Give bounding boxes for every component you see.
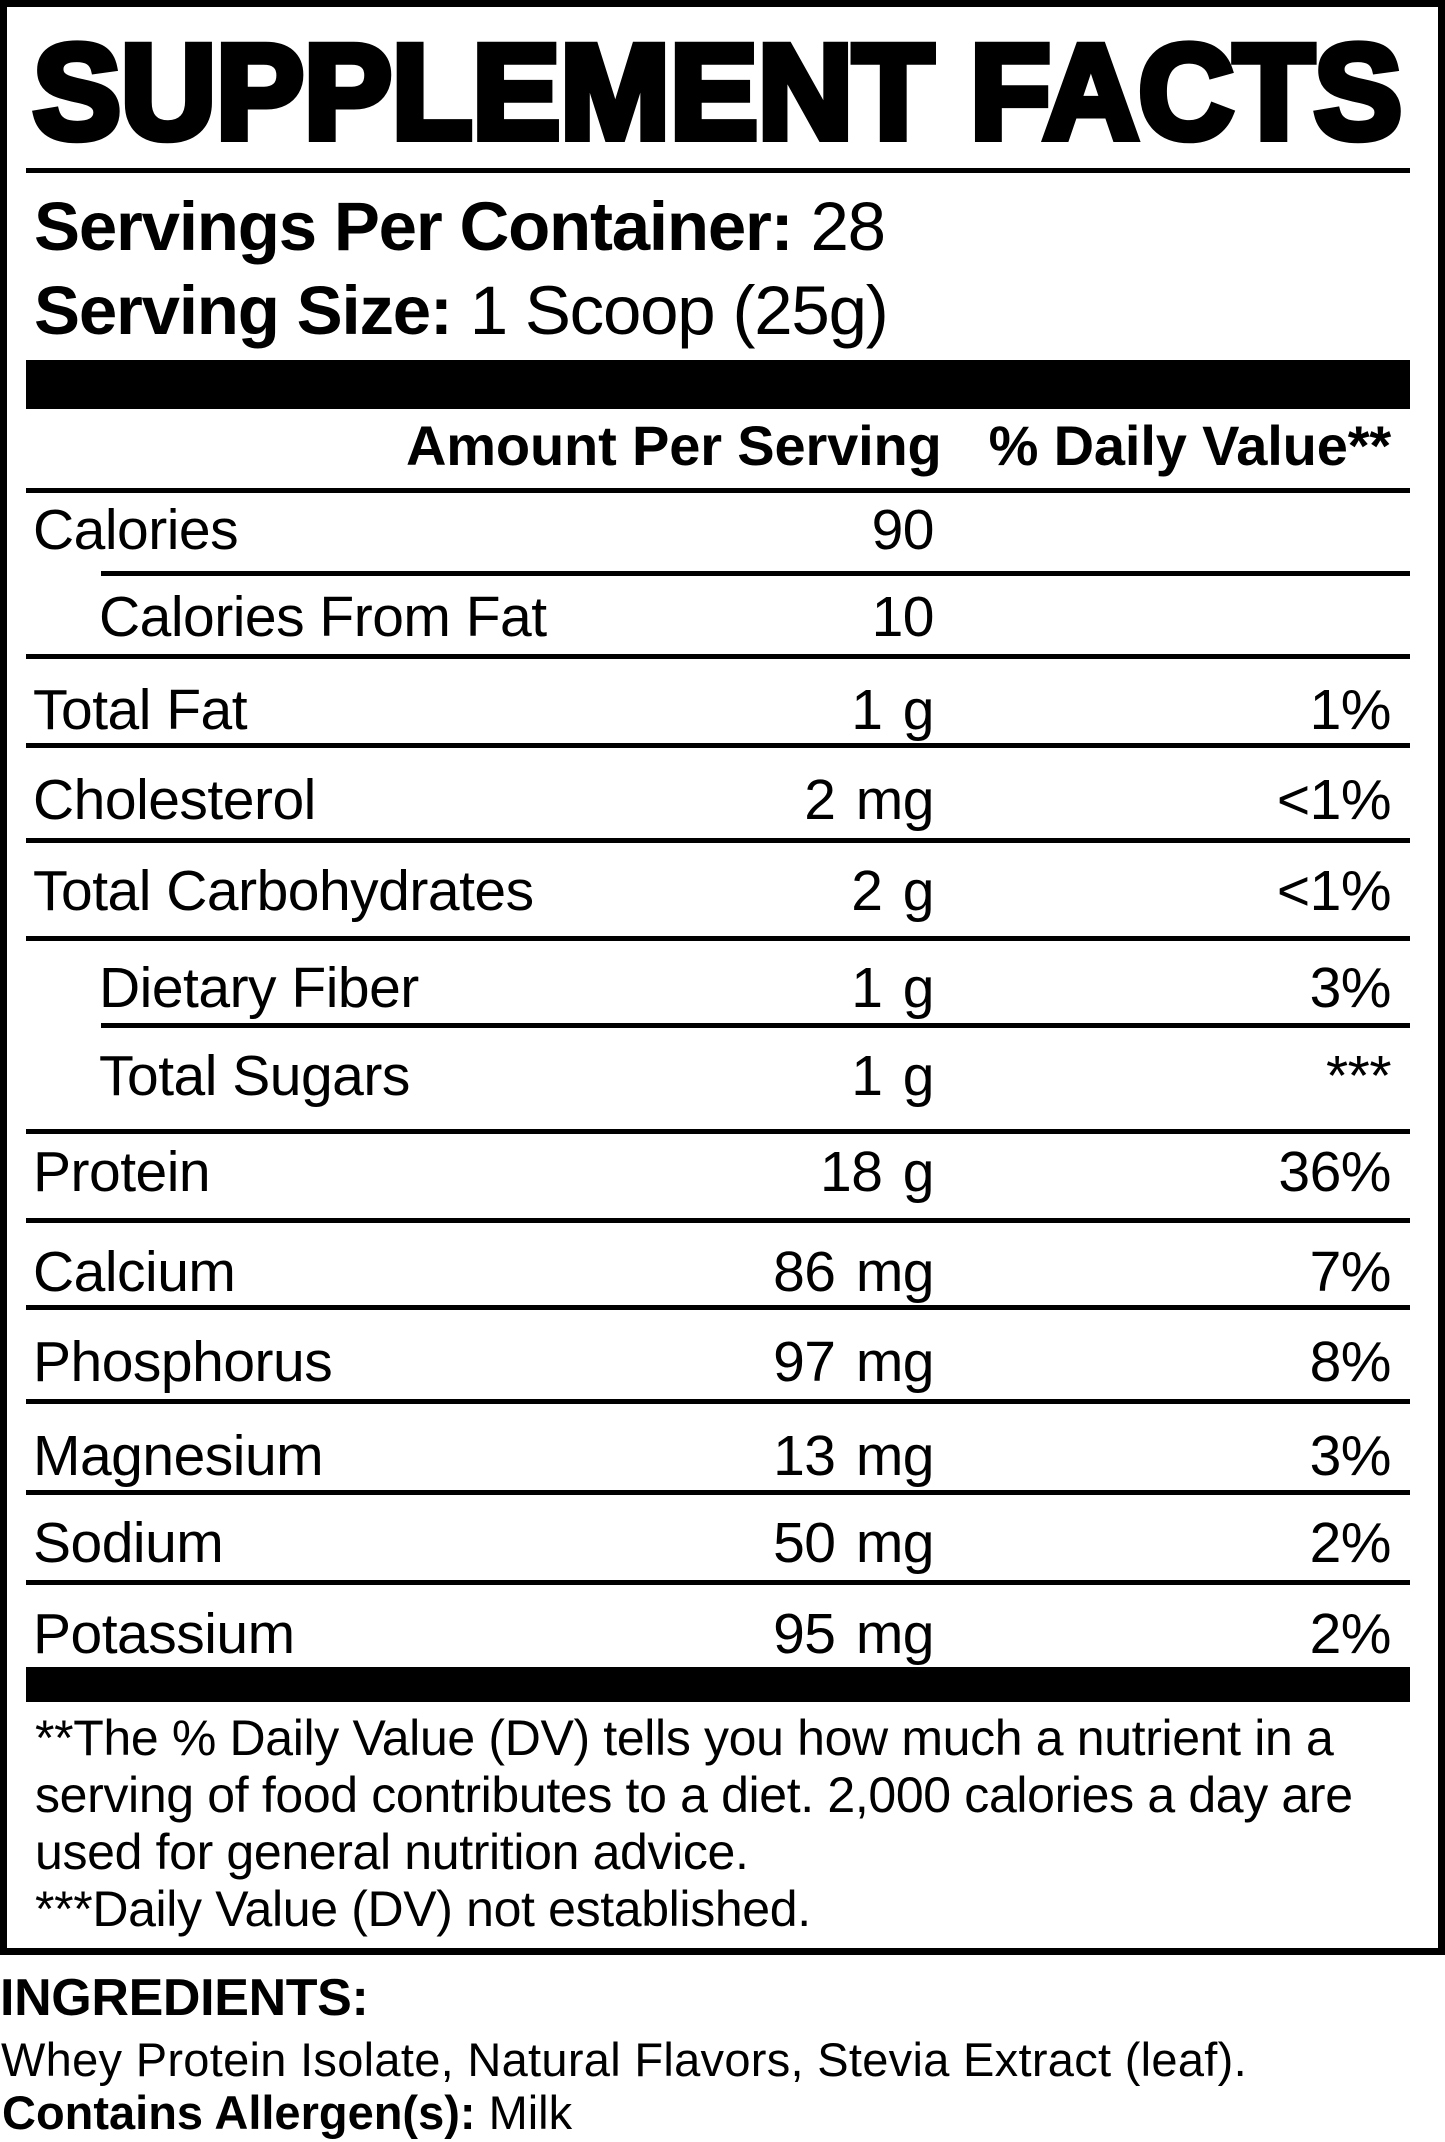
svg-text:SUPPLEMENT FACTS: SUPPLEMENT FACTS [33, 18, 1402, 167]
